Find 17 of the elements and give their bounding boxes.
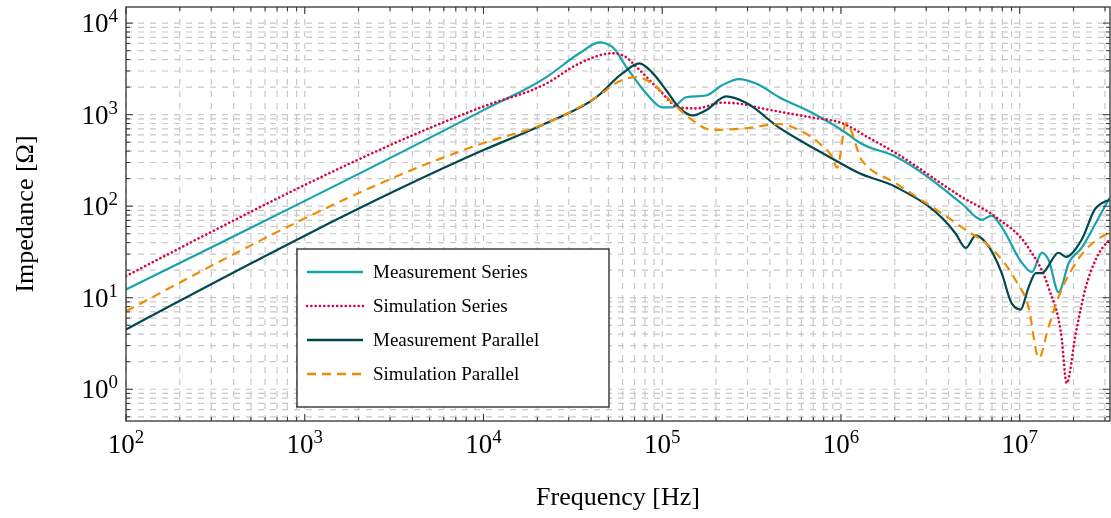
x-tick-label: 10$^{2}$: [107, 425, 145, 459]
x-tick-label: 10$^{4}$: [465, 425, 503, 459]
y-tick-label: 10$^{4}$: [81, 4, 119, 39]
y-tick-label: 10$^{3}$: [81, 96, 118, 130]
x-tick-label: 10$^{5}$: [644, 425, 681, 459]
x-axis-title: Frequency [Hz]: [536, 482, 700, 511]
y-axis-title: Impedance [Ω]: [10, 135, 39, 293]
legend-label: Measurement Series: [373, 261, 528, 282]
x-tick-label: 10$^{6}$: [822, 425, 860, 459]
legend-label: Simulation Parallel: [373, 363, 520, 384]
y-tick-label: 10$^{2}$: [81, 187, 118, 222]
x-tick-label: 10$^{3}$: [286, 425, 323, 459]
y-tick-label: 10$^{0}$: [81, 370, 118, 405]
x-tick-label: 10$^{7}$: [1001, 425, 1038, 459]
y-tick-label: 10$^{1}$: [81, 279, 118, 313]
legend-label: Measurement Parallel: [373, 329, 540, 350]
legend-label: Simulation Series: [373, 295, 508, 316]
